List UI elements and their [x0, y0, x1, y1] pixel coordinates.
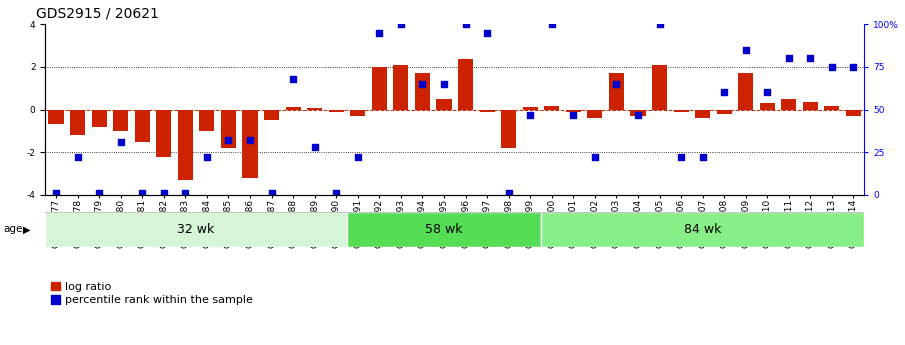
Bar [717, 109, 732, 114]
Point [695, 155, 710, 160]
Point [631, 112, 645, 117]
Bar [436, 99, 452, 109]
Text: 84 wk: 84 wk [684, 223, 721, 236]
Point [92, 190, 107, 196]
Bar [177, 109, 193, 180]
Text: age: age [4, 225, 23, 234]
Bar [372, 67, 386, 109]
Bar [91, 109, 107, 127]
Point [113, 139, 128, 145]
Bar [414, 73, 430, 109]
Point [846, 64, 861, 70]
Bar [695, 109, 710, 118]
Bar [541, 212, 864, 247]
Point [264, 190, 279, 196]
Point [329, 190, 344, 196]
Point [135, 190, 149, 196]
Point [717, 90, 731, 95]
Bar [846, 109, 861, 116]
Bar [652, 65, 667, 109]
Point [178, 190, 193, 196]
Bar [394, 65, 408, 109]
Bar [113, 109, 129, 131]
Point [587, 155, 602, 160]
Bar [803, 102, 818, 109]
Bar [347, 212, 541, 247]
Bar [781, 99, 796, 109]
Bar [544, 106, 559, 109]
Bar [609, 73, 624, 109]
Point [286, 76, 300, 81]
Point [501, 190, 516, 196]
Point [157, 190, 171, 196]
Point [200, 155, 214, 160]
Point [824, 64, 839, 70]
Bar [243, 109, 258, 178]
Point [49, 190, 63, 196]
Bar [329, 109, 344, 112]
Bar [566, 109, 581, 112]
Bar [673, 109, 689, 112]
Bar [49, 109, 63, 125]
Point [394, 21, 408, 27]
Bar [70, 109, 85, 135]
Bar [350, 109, 366, 116]
Point [545, 21, 559, 27]
Bar [199, 109, 214, 131]
Bar [480, 109, 495, 112]
Point [437, 81, 452, 87]
Bar [824, 106, 840, 109]
Point [653, 21, 667, 27]
Bar [738, 73, 753, 109]
Point [760, 90, 775, 95]
Point [738, 47, 753, 52]
Point [609, 81, 624, 87]
Bar [286, 107, 300, 109]
Point [415, 81, 430, 87]
Bar [307, 108, 322, 109]
Bar [264, 109, 279, 120]
Point [71, 155, 85, 160]
Bar [523, 107, 538, 109]
Point [372, 30, 386, 36]
Text: ▶: ▶ [23, 225, 30, 234]
Point [350, 155, 365, 160]
Point [566, 112, 580, 117]
Point [782, 56, 796, 61]
Point [480, 30, 494, 36]
Bar [759, 103, 775, 109]
Bar [458, 59, 473, 109]
Bar [45, 212, 347, 247]
Text: GDS2915 / 20621: GDS2915 / 20621 [36, 7, 159, 21]
Bar [157, 109, 171, 157]
Point [243, 138, 257, 143]
Point [221, 138, 235, 143]
Bar [631, 109, 645, 116]
Text: 58 wk: 58 wk [425, 223, 462, 236]
Bar [501, 109, 516, 148]
Bar [135, 109, 150, 141]
Point [674, 155, 689, 160]
Legend: log ratio, percentile rank within the sample: log ratio, percentile rank within the sa… [51, 282, 253, 305]
Point [308, 144, 322, 150]
Text: 32 wk: 32 wk [177, 223, 214, 236]
Point [803, 56, 817, 61]
Bar [587, 109, 603, 118]
Point [523, 112, 538, 117]
Bar [221, 109, 236, 148]
Point [458, 21, 472, 27]
